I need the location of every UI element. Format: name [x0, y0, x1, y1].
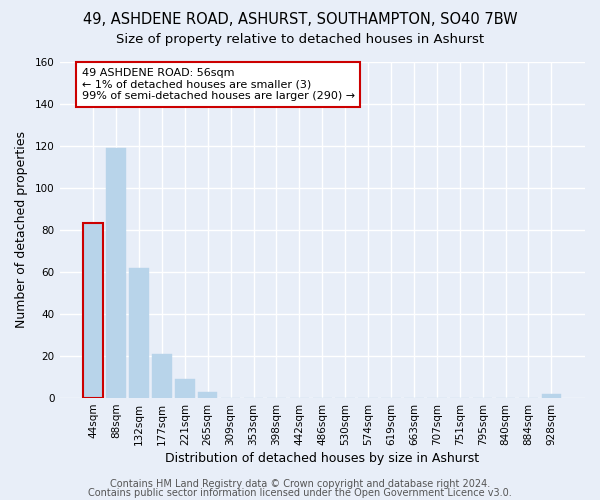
Bar	[152, 354, 172, 398]
X-axis label: Distribution of detached houses by size in Ashurst: Distribution of detached houses by size …	[165, 452, 479, 465]
Bar	[129, 268, 149, 398]
Y-axis label: Number of detached properties: Number of detached properties	[15, 132, 28, 328]
Bar	[542, 394, 561, 398]
Bar	[83, 224, 103, 398]
Text: 49 ASHDENE ROAD: 56sqm
← 1% of detached houses are smaller (3)
99% of semi-detac: 49 ASHDENE ROAD: 56sqm ← 1% of detached …	[82, 68, 355, 101]
Text: Contains public sector information licensed under the Open Government Licence v3: Contains public sector information licen…	[88, 488, 512, 498]
Text: 49, ASHDENE ROAD, ASHURST, SOUTHAMPTON, SO40 7BW: 49, ASHDENE ROAD, ASHURST, SOUTHAMPTON, …	[83, 12, 517, 28]
Bar	[175, 379, 194, 398]
Text: Contains HM Land Registry data © Crown copyright and database right 2024.: Contains HM Land Registry data © Crown c…	[110, 479, 490, 489]
Bar	[198, 392, 217, 398]
Bar	[106, 148, 126, 398]
Text: Size of property relative to detached houses in Ashurst: Size of property relative to detached ho…	[116, 32, 484, 46]
